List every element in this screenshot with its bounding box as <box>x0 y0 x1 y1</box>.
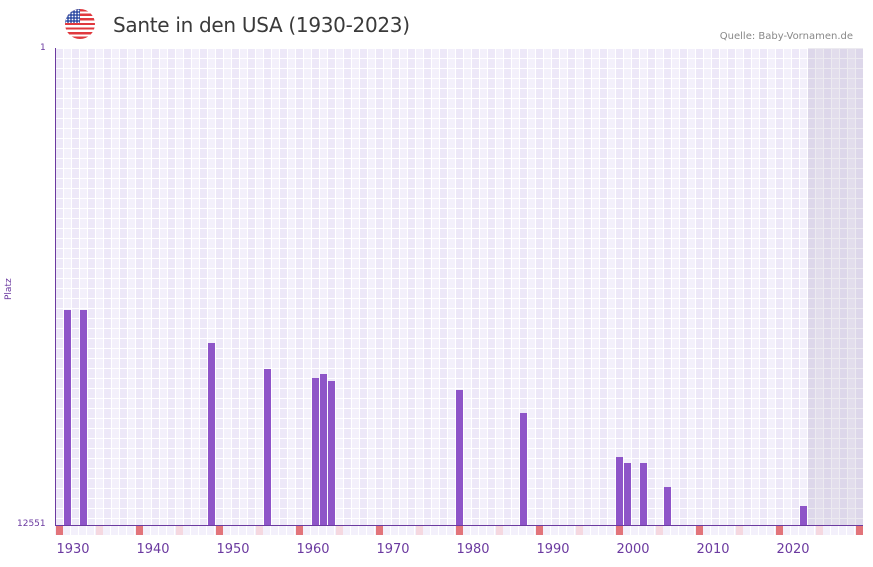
bar-1932[interactable] <box>80 309 87 525</box>
bar-2022[interactable] <box>800 505 807 525</box>
y-tick-bottom: 12551 <box>17 519 46 529</box>
chart-header: Sante in den USA (1930-2023) Quelle: Bab… <box>0 0 873 48</box>
x-tick-label: 2020 <box>776 542 810 557</box>
bar-1987[interactable] <box>520 412 527 525</box>
chart-title: Sante in den USA (1930-2023) <box>113 13 410 37</box>
x-tick-label: 1930 <box>56 542 90 557</box>
bar-2000[interactable] <box>624 463 631 525</box>
half-decade-marker <box>176 526 183 535</box>
y-axis-title: Platz <box>4 278 14 300</box>
bar-1930[interactable] <box>64 309 71 525</box>
half-decade-marker <box>656 526 663 535</box>
half-decade-marker <box>816 526 823 535</box>
decade-marker <box>616 526 623 535</box>
bar-1948[interactable] <box>208 342 215 525</box>
plot-area <box>55 48 863 525</box>
y-axis-line <box>55 48 56 525</box>
bar-1955[interactable] <box>264 368 271 525</box>
bar-1979[interactable] <box>456 389 463 525</box>
year-marker-row <box>55 526 863 535</box>
future-shade <box>808 48 863 525</box>
half-decade-marker <box>336 526 343 535</box>
x-axis-line <box>55 525 863 526</box>
half-decade-marker <box>96 526 103 535</box>
x-tick-label: 1940 <box>136 542 170 557</box>
decade-marker <box>696 526 703 535</box>
decade-marker <box>296 526 303 535</box>
x-tick-label: 1980 <box>456 542 490 557</box>
decade-marker <box>536 526 543 535</box>
half-decade-marker <box>496 526 503 535</box>
bar-1961[interactable] <box>312 377 319 525</box>
decade-marker <box>56 526 63 535</box>
us-flag-icon <box>65 9 95 39</box>
bar-2002[interactable] <box>640 463 647 525</box>
half-decade-marker <box>576 526 583 535</box>
bar-1963[interactable] <box>328 380 335 525</box>
decade-marker <box>136 526 143 535</box>
x-tick-label: 1990 <box>536 542 570 557</box>
source-label: Quelle: Baby-Vornamen.de <box>719 31 853 42</box>
decade-marker <box>376 526 383 535</box>
half-decade-marker <box>256 526 263 535</box>
x-tick-label: 2000 <box>616 542 650 557</box>
bar-2005[interactable] <box>664 486 671 525</box>
half-decade-marker <box>736 526 743 535</box>
bar-1999[interactable] <box>616 457 623 525</box>
decade-marker <box>216 526 223 535</box>
x-tick-label: 1970 <box>376 542 410 557</box>
decade-marker <box>856 526 863 535</box>
y-tick-top: 1 <box>40 43 46 53</box>
x-tick-label: 1950 <box>216 542 250 557</box>
decade-marker <box>456 526 463 535</box>
x-tick-label: 1960 <box>296 542 330 557</box>
half-decade-marker <box>416 526 423 535</box>
decade-marker <box>776 526 783 535</box>
x-tick-label: 2010 <box>696 542 730 557</box>
bar-1962[interactable] <box>320 373 327 525</box>
